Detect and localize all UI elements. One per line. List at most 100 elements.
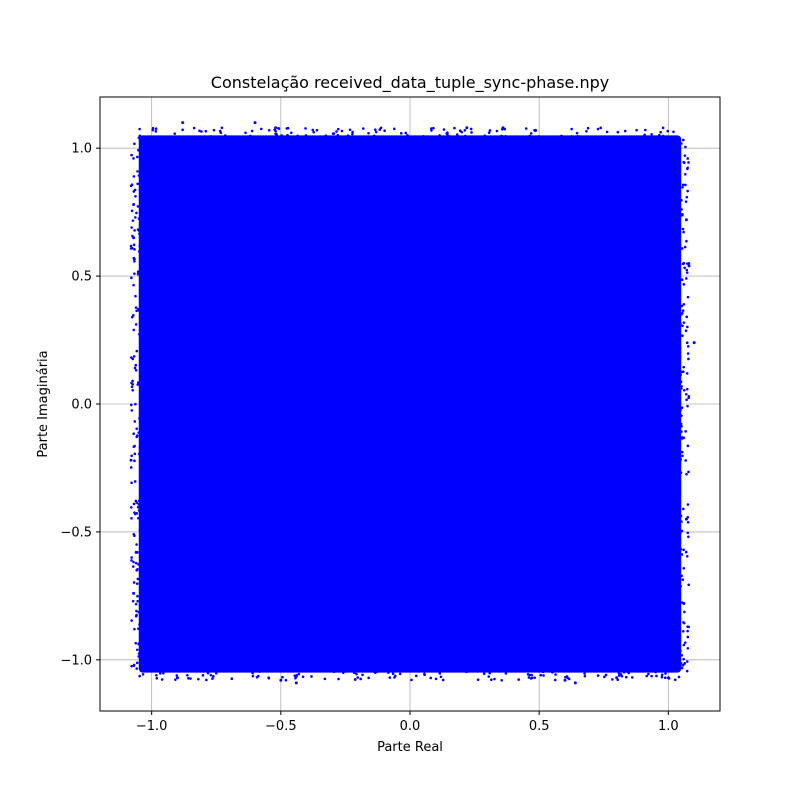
data-point	[344, 669, 348, 673]
data-point	[142, 218, 146, 222]
data-point	[146, 668, 150, 672]
data-point	[135, 543, 138, 546]
data-point	[134, 294, 137, 298]
data-point	[676, 190, 680, 193]
data-point	[332, 665, 336, 668]
data-point	[517, 678, 520, 681]
data-point	[676, 659, 680, 663]
data-point	[142, 665, 145, 669]
data-point	[204, 138, 207, 141]
data-point	[144, 325, 148, 329]
data-point	[453, 126, 456, 130]
data-point	[679, 662, 683, 665]
data-point	[678, 355, 682, 359]
data-point	[138, 452, 142, 456]
data-point	[294, 676, 297, 680]
data-point	[237, 140, 241, 144]
data-point	[680, 529, 684, 533]
data-point	[472, 135, 475, 139]
data-point	[676, 398, 679, 402]
data-point	[238, 664, 242, 668]
data-point	[353, 678, 357, 681]
data-point	[203, 135, 206, 138]
data-point	[679, 408, 682, 412]
data-point	[683, 245, 687, 249]
data-point	[132, 591, 136, 595]
data-point	[138, 674, 141, 678]
x-tick-label: −1.0	[136, 719, 168, 734]
data-point	[675, 170, 678, 174]
data-point	[657, 664, 661, 668]
data-point	[620, 674, 624, 678]
data-point	[658, 139, 662, 143]
data-point	[134, 216, 137, 219]
data-point	[135, 427, 139, 431]
data-point	[176, 676, 179, 680]
data-point	[278, 665, 282, 668]
data-point	[587, 664, 591, 668]
data-point	[142, 203, 145, 207]
data-point	[684, 218, 688, 222]
data-point	[130, 664, 133, 668]
data-point	[686, 295, 690, 299]
data-point	[685, 277, 688, 280]
data-point	[305, 665, 309, 669]
data-point	[570, 127, 573, 131]
data-point	[686, 444, 690, 448]
data-point	[143, 190, 147, 194]
data-point	[677, 302, 681, 306]
data-point	[524, 127, 528, 130]
data-point	[388, 676, 392, 679]
data-point	[524, 664, 527, 667]
data-point	[672, 359, 676, 362]
data-point	[679, 373, 682, 377]
data-point	[137, 610, 140, 614]
data-point	[674, 279, 678, 283]
data-point	[137, 250, 141, 253]
data-point	[137, 136, 141, 140]
data-point	[145, 637, 148, 640]
data-point	[686, 157, 690, 160]
data-point	[139, 319, 143, 322]
data-point	[143, 436, 147, 440]
data-point	[222, 138, 226, 142]
data-point	[357, 138, 361, 142]
data-point	[135, 309, 138, 313]
data-point	[182, 136, 185, 140]
data-point	[346, 134, 350, 137]
data-point	[361, 667, 364, 671]
data-point	[677, 383, 680, 387]
data-point	[144, 523, 147, 527]
data-point	[130, 226, 133, 229]
data-point	[487, 131, 491, 135]
data-point	[616, 130, 620, 134]
data-point	[380, 137, 384, 141]
data-point	[638, 136, 642, 139]
data-point	[673, 218, 676, 221]
data-point	[137, 655, 141, 658]
data-point	[141, 310, 144, 314]
data-point	[361, 127, 365, 130]
data-point	[680, 142, 683, 145]
data-point	[132, 243, 136, 247]
data-point	[136, 155, 139, 159]
data-point	[139, 210, 143, 213]
data-point	[379, 126, 383, 130]
data-point	[345, 666, 348, 669]
data-point	[679, 514, 683, 518]
data-point	[214, 671, 218, 675]
data-point	[145, 145, 148, 149]
data-point	[533, 676, 537, 679]
data-point	[615, 138, 618, 141]
data-point	[635, 667, 639, 671]
data-point	[674, 612, 677, 615]
data-point	[490, 678, 493, 682]
data-point	[200, 130, 203, 133]
data-point	[251, 674, 255, 678]
data-point	[212, 128, 216, 132]
data-point	[140, 261, 144, 264]
data-point	[551, 671, 554, 674]
data-point	[163, 666, 167, 669]
data-point	[132, 502, 136, 506]
data-point	[399, 132, 403, 135]
